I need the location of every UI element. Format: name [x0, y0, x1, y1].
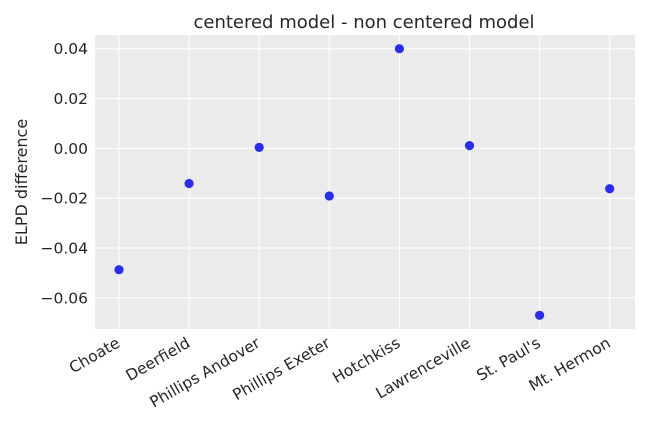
data-point [324, 191, 334, 201]
data-point [114, 265, 124, 275]
data-point [464, 141, 475, 151]
y-axis-label: ELPD difference [12, 119, 31, 245]
plot-background [95, 35, 635, 329]
y-tick-labels: 0.04 0.02 0.00 −0.02 −0.04 −0.06 [41, 40, 89, 307]
x-tick-label: Choate [66, 334, 123, 377]
grid [95, 35, 635, 329]
data-point [184, 178, 194, 189]
data-point [254, 142, 264, 152]
data-points [114, 44, 615, 320]
y-tick-label: 0.02 [53, 90, 88, 108]
data-point [605, 184, 615, 194]
data-point [535, 310, 545, 320]
y-tick-label: −0.06 [41, 289, 89, 307]
y-tick-label: 0.00 [53, 140, 88, 158]
y-tick-label: −0.02 [41, 190, 89, 208]
data-point [394, 44, 404, 54]
y-tick-label: 0.04 [53, 40, 88, 58]
y-tick-label: −0.04 [41, 240, 89, 258]
chart-title: centered model - non centered model [193, 12, 534, 33]
